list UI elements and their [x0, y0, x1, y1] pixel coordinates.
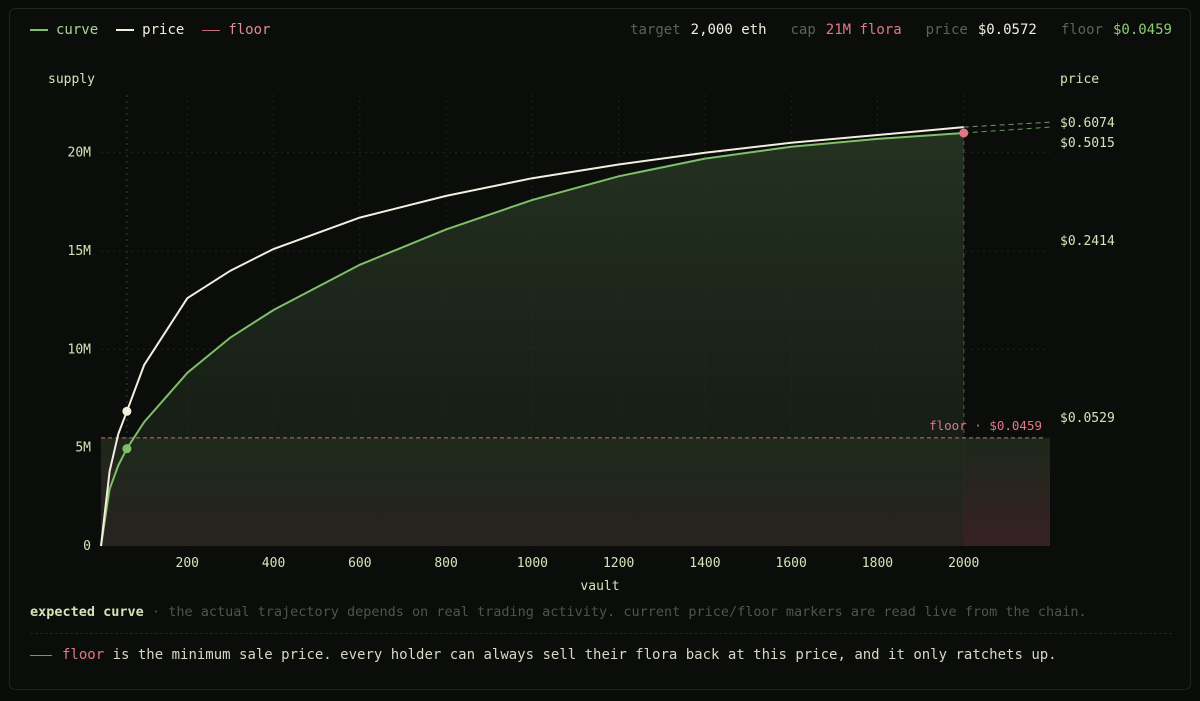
x-tick-label: 1600	[776, 556, 807, 571]
floor-line-label: floor · $0.0459	[929, 418, 1042, 433]
curve-swatch	[30, 29, 48, 31]
x-tick-label: 600	[348, 556, 371, 571]
curve-marker	[122, 444, 132, 454]
axis-labels: supply price vault floor · $0.0459 0 5M 10…	[48, 72, 1115, 594]
x-tick-label: 200	[176, 556, 199, 571]
cap-value: 21M flora	[825, 22, 902, 38]
x-tick-label: 800	[434, 556, 457, 571]
y2-tick-label: $0.5015	[1060, 136, 1115, 151]
price-label: price	[925, 22, 968, 38]
x-tick-label: 400	[262, 556, 285, 571]
floor-dash-icon	[30, 654, 52, 656]
legend-item-price[interactable]: price	[116, 22, 184, 38]
floor-value: $0.0459	[1112, 22, 1172, 38]
series-lines	[100, 121, 1051, 547]
legend-label-price: price	[142, 22, 185, 38]
floor-swatch	[202, 29, 221, 31]
cap-label: cap	[790, 22, 816, 38]
divider	[30, 633, 1172, 634]
y-tick-label: 0	[83, 539, 91, 554]
y2-tick-label: $0.0529	[1060, 411, 1115, 426]
expected-curve-title: expected curve	[30, 604, 144, 620]
price-value: $0.0572	[977, 22, 1037, 38]
y-tick-label: 10M	[68, 342, 92, 357]
x-tick-label: 1000	[517, 556, 548, 571]
legend-label-floor: floor	[228, 22, 271, 38]
y-tick-label: 5M	[75, 441, 91, 456]
y2-tick-label: $0.2414	[1060, 234, 1115, 249]
curve-extension	[963, 126, 1051, 134]
floor-note-text: is the minimum sale price. every holder …	[112, 647, 1057, 663]
floor-note-keyword: floor	[62, 647, 105, 663]
expected-curve-note: expected curve · the actual trajectory d…	[30, 604, 1087, 620]
markers	[122, 128, 969, 454]
legend-item-curve[interactable]: curve	[30, 22, 98, 38]
floor-note: floor is the minimum sale price. every h…	[30, 647, 1057, 663]
legend-item-floor[interactable]: floor	[202, 22, 270, 38]
x-tick-label: 1200	[603, 556, 634, 571]
legend-label-curve: curve	[56, 22, 99, 38]
x-tick-label: 1400	[689, 556, 720, 571]
stats-bar: target 2,000 eth cap 21M flora price $0.…	[630, 22, 1172, 38]
y-tick-label: 20M	[68, 146, 92, 161]
target-value: 2,000 eth	[690, 22, 767, 38]
y2-axis-title: price	[1060, 72, 1099, 87]
expected-curve-text: · the actual trajectory depends on real …	[151, 604, 1087, 620]
x-axis-title: vault	[580, 579, 619, 594]
y-tick-label: 15M	[68, 244, 92, 259]
floor-label: floor	[1060, 22, 1103, 38]
floor-marker	[959, 128, 969, 138]
y-axis-title: supply	[48, 72, 95, 87]
price-marker	[122, 406, 132, 416]
price-swatch	[116, 29, 135, 31]
curve-line	[100, 132, 964, 547]
x-tick-label: 1800	[862, 556, 893, 571]
price-line	[100, 126, 964, 547]
target-label: target	[630, 22, 681, 38]
legend: curve price floor	[30, 22, 270, 38]
curve-area	[101, 133, 964, 546]
y2-tick-label: $0.6074	[1060, 116, 1115, 131]
areas	[101, 133, 1050, 546]
price-extension	[963, 121, 1051, 128]
x-tick-label: 2000	[948, 556, 979, 571]
